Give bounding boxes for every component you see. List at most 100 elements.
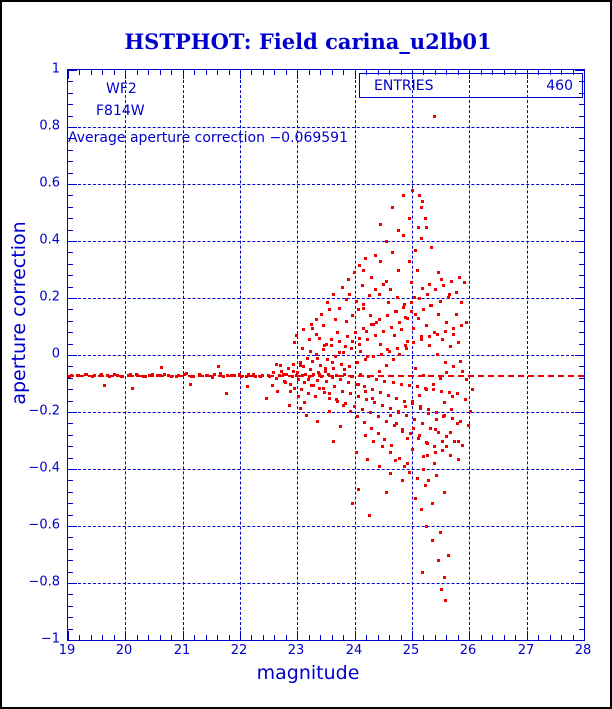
x-tick-label: 19 bbox=[58, 643, 76, 658]
scatter-point bbox=[385, 348, 389, 352]
scatter-point bbox=[363, 389, 367, 393]
scatter-point bbox=[174, 374, 178, 378]
x-tick-label: 24 bbox=[345, 643, 363, 658]
scatter-point bbox=[336, 331, 340, 335]
axis-tick-y-minor bbox=[68, 207, 73, 208]
y-tick-label: 0.2 bbox=[39, 289, 60, 305]
axis-tick-y-minor bbox=[579, 617, 584, 618]
scatter-point bbox=[467, 423, 471, 427]
axis-tick-y-minor bbox=[68, 161, 73, 162]
scatter-point bbox=[379, 259, 383, 263]
scatter-point bbox=[337, 306, 341, 310]
scatter-point bbox=[446, 295, 450, 299]
scatter-point bbox=[383, 438, 387, 442]
axis-tick-y-minor bbox=[579, 275, 584, 276]
scatter-point bbox=[417, 433, 421, 437]
axis-tick-x-minor bbox=[492, 635, 493, 640]
scatter-point bbox=[374, 334, 378, 338]
scatter-point bbox=[396, 346, 400, 350]
scatter-point bbox=[337, 339, 341, 343]
axis-tick-x-minor bbox=[481, 635, 482, 640]
scatter-point bbox=[368, 411, 372, 414]
scatter-point bbox=[320, 374, 324, 378]
scatter-point bbox=[272, 371, 276, 375]
gridline-horizontal bbox=[68, 412, 584, 413]
axis-tick-x-minor bbox=[332, 70, 333, 75]
gridline-vertical bbox=[469, 70, 470, 640]
scatter-point bbox=[352, 271, 356, 275]
scatter-point bbox=[337, 351, 341, 355]
scatter-point bbox=[454, 312, 458, 316]
scatter-point bbox=[412, 426, 416, 430]
scatter-point bbox=[359, 349, 363, 353]
scatter-point bbox=[436, 352, 440, 356]
axis-tick-y-minor bbox=[579, 549, 584, 550]
axis-tick-y-minor bbox=[579, 252, 584, 253]
axis-tick-y-minor bbox=[68, 515, 73, 516]
axis-tick-x bbox=[469, 631, 470, 640]
scatter-point bbox=[305, 356, 309, 360]
scatter-point bbox=[447, 391, 451, 395]
axis-tick-y-minor bbox=[68, 629, 73, 630]
scatter-point bbox=[297, 378, 301, 382]
axis-tick-x-minor bbox=[286, 70, 287, 75]
axis-tick-x-minor bbox=[91, 635, 92, 640]
scatter-point bbox=[300, 373, 304, 377]
axis-tick-x-minor bbox=[573, 70, 574, 75]
axis-tick-x bbox=[469, 70, 470, 79]
y-tick-label: −0.6 bbox=[28, 517, 60, 533]
scatter-point bbox=[421, 200, 425, 204]
scatter-point bbox=[279, 363, 283, 367]
scatter-point bbox=[327, 373, 331, 377]
scatter-point bbox=[454, 291, 458, 295]
scatter-point bbox=[293, 386, 297, 390]
scatter-point bbox=[451, 395, 455, 399]
scatter-point bbox=[362, 268, 366, 272]
scatter-point bbox=[439, 587, 443, 591]
axis-tick-x-minor bbox=[91, 70, 92, 75]
axis-tick-x-minor bbox=[401, 70, 402, 75]
axis-tick-y bbox=[575, 127, 584, 128]
scatter-point bbox=[143, 375, 147, 379]
mean-aperture-correction-line bbox=[68, 374, 584, 377]
scatter-point bbox=[444, 361, 448, 365]
scatter-point bbox=[198, 373, 202, 377]
axis-tick-x-minor bbox=[102, 70, 103, 75]
scatter-point bbox=[419, 237, 423, 241]
axis-tick-x-minor bbox=[446, 70, 447, 75]
y-tick-label: 0 bbox=[51, 346, 60, 362]
axis-tick-x bbox=[584, 631, 585, 640]
scatter-point bbox=[330, 361, 334, 365]
scatter-point bbox=[375, 378, 379, 382]
axis-tick-y-minor bbox=[579, 537, 584, 538]
scatter-point bbox=[307, 338, 311, 342]
scatter-point bbox=[428, 335, 432, 339]
scatter-point bbox=[399, 382, 403, 386]
scatter-point bbox=[401, 305, 405, 309]
scatter-point bbox=[77, 373, 81, 377]
axis-tick-y-minor bbox=[68, 344, 73, 345]
axis-tick-y-minor bbox=[579, 435, 584, 436]
scatter-point bbox=[353, 331, 357, 335]
scatter-point bbox=[350, 314, 354, 318]
axis-tick-x-minor bbox=[458, 635, 459, 640]
scatter-point bbox=[331, 366, 335, 370]
scatter-point bbox=[345, 335, 349, 339]
scatter-point bbox=[409, 301, 413, 305]
axis-tick-y-minor bbox=[68, 458, 73, 459]
scatter-point bbox=[361, 326, 365, 330]
scatter-point bbox=[393, 459, 397, 463]
scatter-point bbox=[244, 375, 248, 379]
scatter-point bbox=[184, 372, 188, 376]
scatter-point bbox=[368, 513, 371, 517]
axis-tick-y-minor bbox=[68, 195, 73, 196]
axis-tick-y bbox=[68, 526, 77, 527]
axis-tick-y-minor bbox=[68, 560, 73, 561]
scatter-point bbox=[339, 425, 343, 429]
axis-tick-x-minor bbox=[263, 70, 264, 75]
scatter-point bbox=[409, 281, 413, 285]
scatter-point bbox=[377, 369, 381, 373]
scatter-point bbox=[343, 373, 347, 377]
scatter-point bbox=[366, 355, 370, 359]
axis-tick-x-minor bbox=[446, 635, 447, 640]
